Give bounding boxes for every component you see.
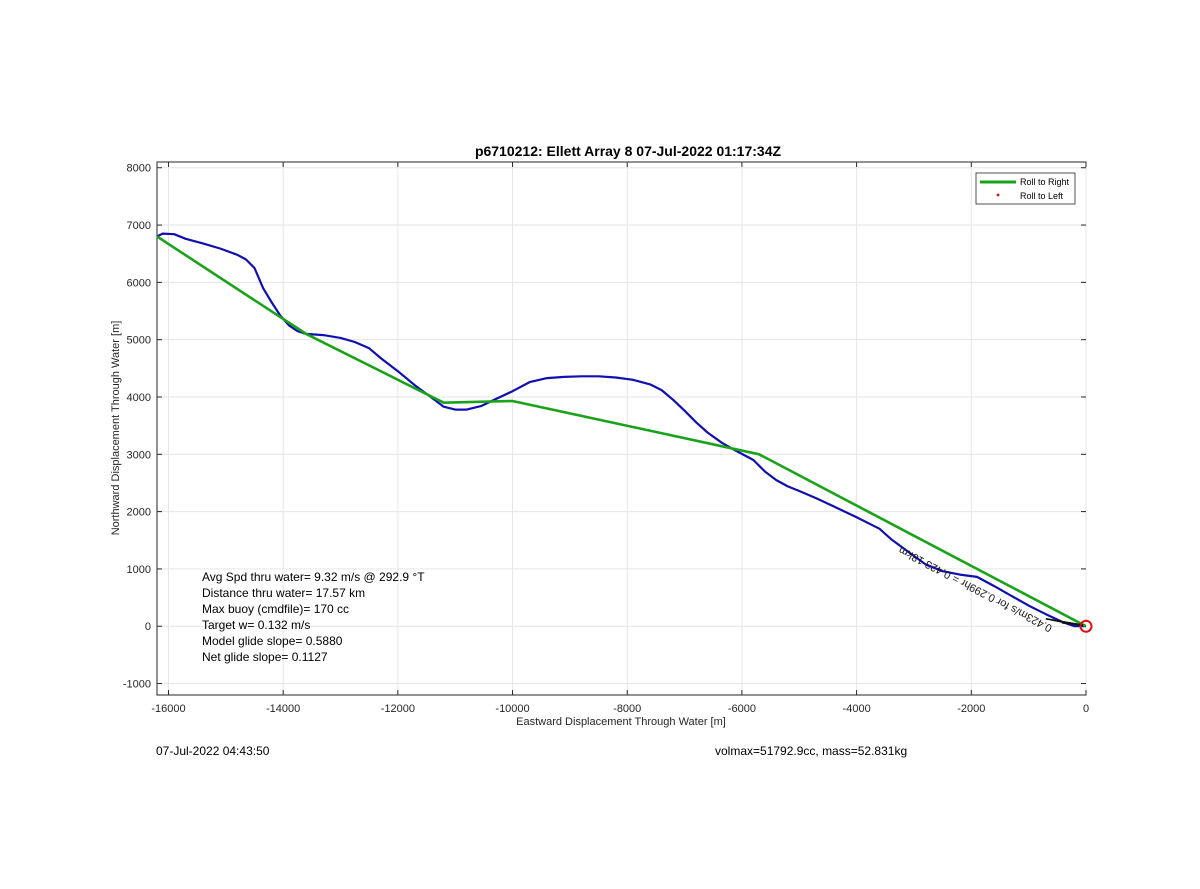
x-tick-label: -8000 <box>613 703 641 715</box>
series-track-line <box>157 232 1086 628</box>
x-tick-label: -12000 <box>381 703 415 715</box>
legend-label-roll-left: Roll to Left <box>1020 191 1064 201</box>
stat-avg-speed: Avg Spd thru water= 9.32 m/s @ 292.9 °T <box>202 570 425 584</box>
legend: Roll to Right Roll to Left <box>975 172 1076 205</box>
x-axis-label: Eastward Displacement Through Water [m] <box>516 716 726 728</box>
stat-target-w: Target w= 0.132 m/s <box>202 618 310 632</box>
x-tick-label: -10000 <box>495 703 529 715</box>
chart-title: p6710212: Ellett Array 8 07-Jul-2022 01:… <box>475 143 782 159</box>
x-tick-label: -2000 <box>957 703 985 715</box>
stats-block: Avg Spd thru water= 9.32 m/s @ 292.9 °T … <box>202 570 425 664</box>
series-roll-right-line <box>157 235 1086 628</box>
y-tick-label: 6000 <box>127 277 151 289</box>
y-tick-label: 8000 <box>127 163 151 175</box>
current-vector-arrow <box>1061 621 1084 627</box>
legend-swatch-roll-left <box>996 193 1000 197</box>
y-axis-label: Northward Displacement Through Water [m] <box>110 321 122 536</box>
y-tick-label: 0 <box>145 621 151 633</box>
y-tick-label: 4000 <box>127 392 151 404</box>
stat-model-glide: Model glide slope= 0.5880 <box>202 634 343 648</box>
footer-mass-info: volmax=51792.9cc, mass=52.831kg <box>715 744 907 758</box>
x-ticks: -16000 -14000 -12000 -10000 -8000 -6000 -4000 -… <box>151 162 1089 715</box>
y-ticks: -1000 0 1000 2000 3000 4000 5000 6000 7000 8000 <box>123 163 1086 691</box>
x-tick-label: 0 <box>1083 703 1089 715</box>
y-tick-label: 2000 <box>127 507 151 519</box>
legend-box <box>975 172 1076 205</box>
y-tick-label: 7000 <box>127 220 151 232</box>
footer-timestamp: 07-Jul-2022 04:43:50 <box>156 744 270 758</box>
y-tick-label: 5000 <box>127 335 151 347</box>
y-tick-label: 3000 <box>127 449 151 461</box>
endpoint-marker <box>1079 619 1093 633</box>
x-tick-label: -6000 <box>728 703 756 715</box>
x-tick-label: -16000 <box>151 703 185 715</box>
stat-net-glide: Net glide slope= 0.1127 <box>202 650 328 664</box>
plot-area <box>156 161 1087 696</box>
stat-max-buoy: Max buoy (cmdfile)= 170 cc <box>202 602 349 616</box>
grid <box>157 162 1087 695</box>
y-tick-label: 1000 <box>127 564 151 576</box>
x-tick-label: -14000 <box>266 703 300 715</box>
stat-distance: Distance thru water= 17.57 km <box>202 586 365 600</box>
x-tick-label: -4000 <box>843 703 871 715</box>
y-tick-label: -1000 <box>123 679 151 691</box>
legend-label-roll-right: Roll to Right <box>1020 177 1070 187</box>
